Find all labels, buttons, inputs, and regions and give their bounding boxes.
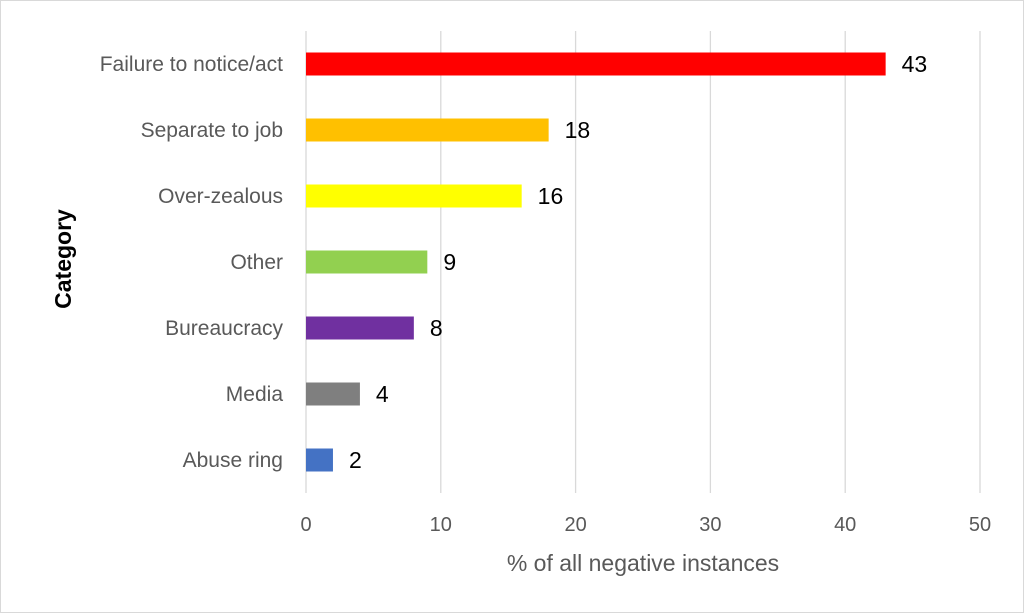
category-label-media: Media	[226, 383, 284, 406]
value-labels: 43 18 16 9 8 4 2	[349, 51, 927, 473]
x-tick-40: 40	[834, 514, 856, 536]
x-tick-0: 0	[300, 514, 311, 536]
category-labels: Failure to notice/act Separate to job Over…	[100, 53, 284, 472]
x-tick-50: 50	[969, 514, 991, 536]
bar-media	[306, 382, 360, 406]
x-tick-30: 30	[699, 514, 721, 536]
category-label-over-zealous: Over-zealous	[158, 185, 283, 208]
bar-bureaucracy	[306, 316, 414, 340]
bar-separate-to-job	[306, 118, 549, 142]
x-tick-labels: 0 10 20 30 40 50	[300, 514, 991, 536]
category-label-failure-to-notice-act: Failure to notice/act	[100, 53, 283, 76]
x-tick-20: 20	[564, 514, 586, 536]
category-label-other: Other	[230, 251, 283, 274]
value-label-media: 4	[376, 381, 389, 407]
bars	[306, 52, 886, 472]
category-label-bureaucracy: Bureaucracy	[165, 317, 283, 340]
value-label-bureaucracy: 8	[430, 315, 443, 341]
x-axis-title: % of all negative instances	[507, 550, 779, 576]
value-label-separate-to-job: 18	[565, 117, 591, 143]
bar-other	[306, 250, 428, 274]
x-tick-10: 10	[430, 514, 452, 536]
value-label-failure-to-notice-act: 43	[902, 51, 928, 77]
category-label-separate-to-job: Separate to job	[141, 119, 283, 142]
bar-over-zealous	[306, 184, 522, 208]
y-axis-title: Category	[50, 209, 76, 309]
grid-lines	[305, 31, 981, 493]
category-label-abuse-ring: Abuse ring	[183, 449, 283, 472]
bar-abuse-ring	[306, 448, 333, 472]
value-label-abuse-ring: 2	[349, 447, 362, 473]
value-label-other: 9	[443, 249, 456, 275]
value-label-over-zealous: 16	[538, 183, 564, 209]
bar-failure-to-notice-act	[306, 52, 886, 76]
